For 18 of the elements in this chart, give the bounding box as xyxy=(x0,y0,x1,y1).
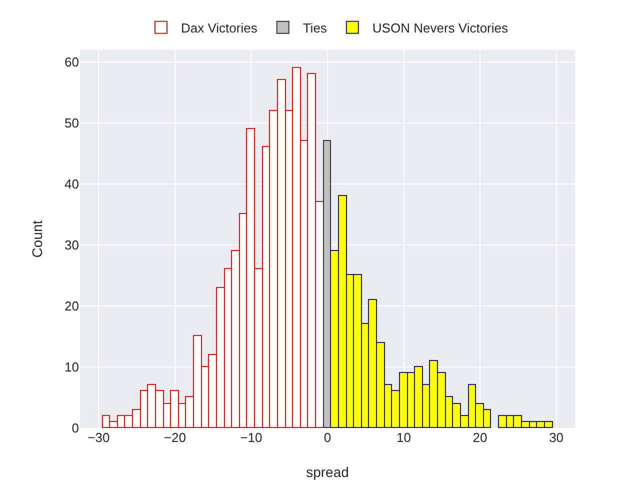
x-tick-label: 0 xyxy=(324,430,332,445)
y-tick-label: 10 xyxy=(64,360,79,375)
x-tick-label: −10 xyxy=(240,430,262,445)
y-tick-label: 50 xyxy=(64,115,79,130)
x-axis-title: spread xyxy=(306,464,349,480)
x-tick-label: −20 xyxy=(164,430,186,445)
y-axis-title: Count xyxy=(29,220,45,258)
x-tick-label: 30 xyxy=(549,430,564,445)
y-tick-label: 40 xyxy=(64,176,79,192)
x-tick-label: −30 xyxy=(88,430,110,445)
y-tick-label: 20 xyxy=(64,298,79,314)
x-tick-label: 20 xyxy=(472,430,488,445)
legend-label: Dax Victories xyxy=(181,20,258,36)
legend-label: USON Nevers Victories xyxy=(372,20,508,36)
y-tick-label: 60 xyxy=(64,54,79,70)
x-tick-label: 10 xyxy=(396,430,412,445)
legend-label: Ties xyxy=(302,20,328,36)
y-tick-label: 30 xyxy=(64,238,79,252)
